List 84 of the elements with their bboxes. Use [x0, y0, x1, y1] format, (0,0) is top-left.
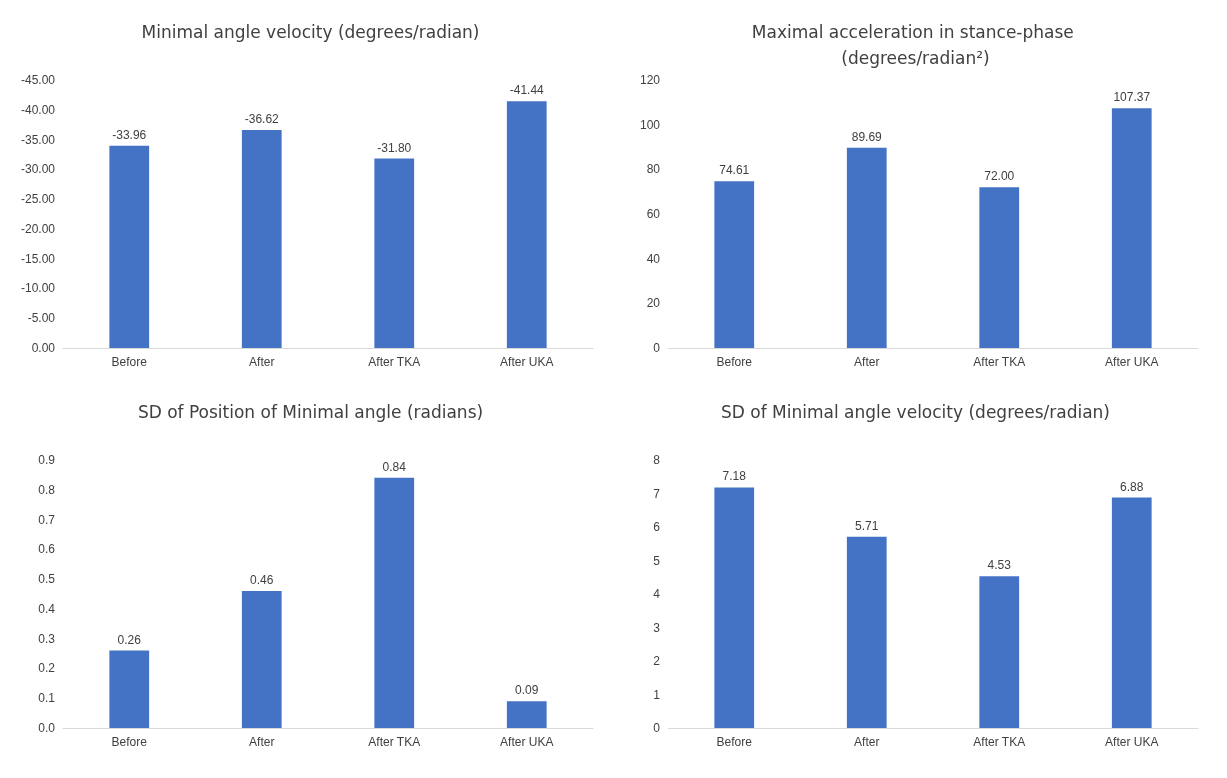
x-tick-label: After TKA: [973, 355, 1026, 369]
y-tick-label: -20.00: [20, 221, 56, 236]
data-label: -33.96: [112, 127, 147, 142]
data-label: 6.88: [1120, 479, 1144, 494]
y-tick-label: 0.2: [38, 661, 56, 676]
x-tick-label: After: [854, 735, 880, 749]
y-tick-label: 2: [653, 654, 661, 668]
bar: [979, 576, 1020, 728]
y-tick-label: 0.0: [38, 721, 56, 735]
y-tick-label: 100: [639, 117, 661, 132]
y-tick-label: 20: [646, 296, 661, 311]
y-tick-label: 6: [653, 520, 661, 534]
y-tick-label: 0.5: [38, 572, 56, 587]
y-tick-label: -45.00: [20, 73, 56, 87]
data-label: -41.44: [509, 83, 545, 98]
x-tick-label: After: [249, 735, 275, 749]
y-tick-label: 80: [646, 162, 661, 177]
y-tick-label: 40: [646, 251, 661, 266]
y-tick-label: 0.9: [38, 453, 56, 467]
y-tick-label: 4: [653, 587, 661, 601]
data-label: -31.80: [377, 140, 412, 155]
x-tick-label: After TKA: [973, 735, 1026, 749]
y-tick-label: -5.00: [27, 311, 56, 326]
y-tick-label: -30.00: [20, 162, 56, 177]
data-label: 107.37: [1113, 90, 1151, 105]
y-tick-label: 0.4: [38, 601, 56, 616]
data-label: 0.46: [250, 573, 274, 588]
x-tick-label: Before: [111, 735, 148, 749]
y-tick-label: 60: [646, 207, 661, 221]
x-tick-label: Before: [111, 355, 148, 369]
bar: [506, 701, 547, 728]
y-tick-label: 0.7: [38, 512, 56, 527]
bar: [846, 147, 887, 348]
y-tick-label: 0.00: [31, 341, 56, 355]
x-tick-label: After TKA: [368, 735, 421, 749]
data-label: 5.71: [855, 518, 879, 533]
data-label: 74.61: [719, 163, 750, 178]
data-label: 7.18: [722, 469, 747, 484]
y-tick-label: 0.1: [38, 691, 56, 706]
data-label: -36.62: [244, 111, 280, 126]
y-tick-label: 3: [653, 620, 661, 635]
bar: [1111, 497, 1152, 728]
chart-title: Maximal acceleration in stance-phase (degrees/radian²): [751, 22, 1080, 68]
y-tick-label: 7: [653, 486, 661, 501]
y-tick-label: 1: [653, 687, 661, 702]
data-label: 89.69: [851, 129, 883, 144]
data-label: 0.26: [117, 632, 142, 647]
y-tick-label: 0.3: [38, 631, 56, 646]
bar: [241, 591, 282, 728]
y-tick-label: -40.00: [20, 102, 56, 117]
x-tick-label: After UKA: [1105, 735, 1159, 749]
data-label: 72.00: [984, 169, 1015, 184]
y-tick-label: -25.00: [20, 192, 56, 207]
x-tick-label: Before: [716, 735, 753, 749]
x-tick-label: After UKA: [500, 355, 554, 369]
y-tick-label: 0.8: [38, 482, 56, 497]
data-label: 0.84: [382, 459, 407, 474]
x-tick-label: After: [854, 355, 880, 369]
chart-title: SD of Minimal angle velocity (degrees/radian): [720, 402, 1111, 422]
data-label: 4.53: [987, 558, 1012, 573]
x-tick-label: After TKA: [368, 355, 421, 369]
y-tick-label: -10.00: [20, 281, 56, 296]
chart-title: SD of Position of Minimal angle (radians): [137, 402, 484, 422]
chart-title: Minimal angle velocity (degrees/radian): [141, 22, 480, 42]
y-tick-label: -35.00: [20, 132, 56, 147]
y-tick-label: 0.6: [38, 542, 56, 557]
bar: [846, 536, 887, 728]
y-tick-label: 5: [653, 553, 661, 568]
bar: [374, 477, 415, 728]
bar: [109, 650, 150, 728]
x-tick-label: Before: [716, 355, 753, 369]
y-tick-label: 120: [639, 73, 661, 87]
x-tick-label: After: [249, 355, 275, 369]
y-tick-label: 8: [653, 453, 661, 467]
y-tick-label: -15.00: [20, 251, 56, 266]
bar: [714, 181, 755, 348]
x-tick-label: After UKA: [1105, 355, 1159, 369]
bar: [979, 187, 1020, 348]
y-tick-label: 0: [653, 341, 661, 355]
bar: [1111, 108, 1152, 348]
bar: [714, 487, 755, 728]
y-tick-label: 0: [653, 721, 661, 735]
data-label: 0.09: [515, 683, 539, 698]
x-tick-label: After UKA: [500, 735, 554, 749]
